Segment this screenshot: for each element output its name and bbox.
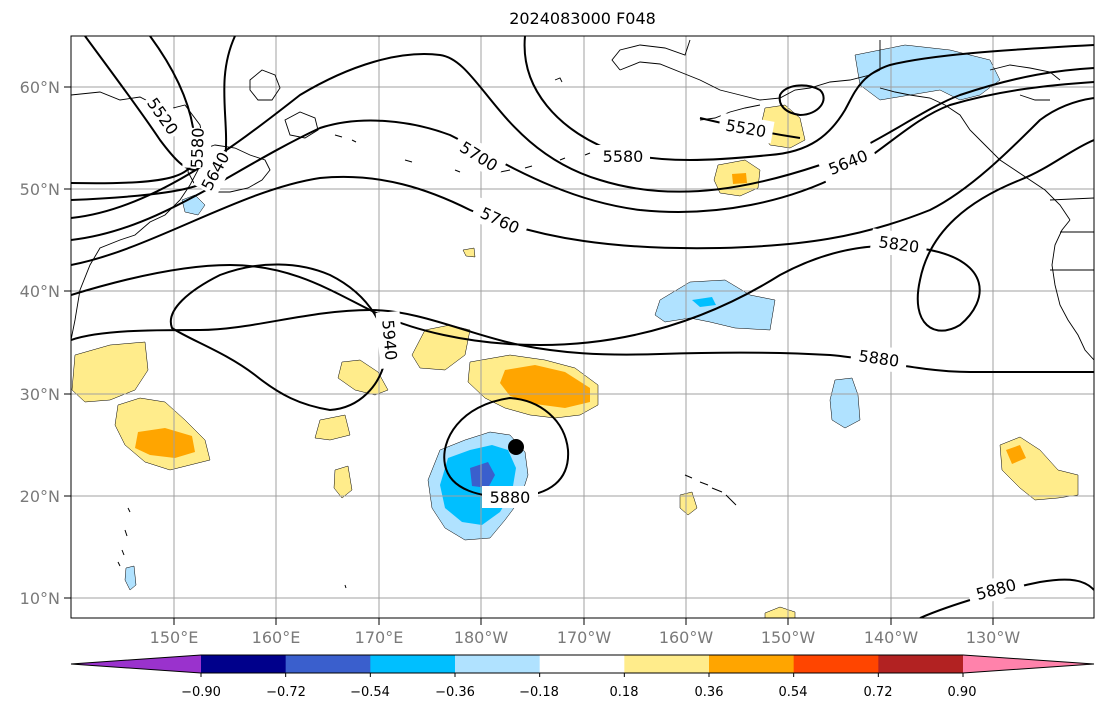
colorbar-segment [370, 655, 456, 673]
contour-5580-east [523, 36, 1094, 161]
colorbar-tick-labels: −0.90 −0.72 −0.54 −0.36 −0.18 0.18 0.36 … [181, 685, 976, 700]
shade-neg-subtropical [829, 377, 861, 429]
shade-neg-west [124, 565, 137, 591]
graticule [71, 36, 1094, 618]
shade-pos-f [462, 247, 476, 258]
colorbar-segment [793, 655, 879, 673]
colorbar-tick-label: −0.90 [181, 685, 221, 700]
colorbar-tick-label: 0.90 [948, 685, 977, 700]
contour-5880-south [919, 578, 1094, 618]
colorbar-tick-label: −0.36 [435, 685, 475, 700]
shade-pos-a [411, 324, 471, 371]
contour-5700 [71, 53, 1094, 219]
shade-pos-east [999, 436, 1079, 501]
contour-5520-loop [778, 84, 825, 117]
colorbar-segment [539, 655, 625, 673]
colorbar-tick-label: 0.54 [779, 685, 808, 700]
shaded-regions [71, 44, 1079, 618]
lon-label: 170°W [557, 628, 612, 647]
lat-label: 20°N [20, 487, 60, 506]
map-title: 2024083000 F048 [509, 9, 656, 28]
colorbar-segment [455, 655, 541, 673]
longitude-labels: 150°E 160°E 170°E 180°W 170°W 160°W 150°… [150, 628, 1021, 647]
lat-label: 10°N [20, 589, 60, 608]
lon-label: 150°W [761, 628, 816, 647]
contour-label: 5520 [724, 116, 767, 142]
lon-label: 170°E [355, 628, 404, 647]
colorbar-segment [201, 655, 287, 673]
storm-center-marker [508, 439, 524, 455]
contour-5580-west [71, 36, 197, 185]
latitude-labels: 60°N 50°N 40°N 30°N 20°N 10°N [20, 78, 60, 608]
shade-pos-west-1 [71, 341, 149, 403]
colorbar-segment [624, 655, 710, 673]
contour-label: 5880 [490, 488, 531, 507]
shade-pos-south [764, 606, 796, 618]
lon-label: 160°W [659, 628, 714, 647]
shade-neg-central-pacific-core [692, 297, 716, 307]
shade-pos-large-core [500, 365, 590, 408]
contour-label: 5580 [603, 147, 644, 166]
colorbar-extend-high [963, 655, 1094, 673]
lat-label: 40°N [20, 282, 60, 301]
shade-neg-kamchatka [181, 194, 206, 216]
colorbar-tick-label: 0.72 [864, 685, 893, 700]
contour-5640-east [71, 81, 1094, 241]
colorbar [70, 654, 1095, 677]
contour-5760 [71, 97, 1094, 266]
lat-label: 60°N [20, 78, 60, 97]
shade-pos-b [337, 359, 389, 396]
shade-pos-e-core [732, 173, 747, 184]
lon-label: 130°W [966, 628, 1021, 647]
lon-label: 180°W [454, 628, 509, 647]
shade-pos-g [679, 491, 698, 516]
colorbar-tick-label: −0.18 [519, 685, 559, 700]
lon-label: 140°W [864, 628, 919, 647]
contour-label: 5580 [187, 127, 207, 168]
lon-label: 160°E [252, 628, 301, 647]
height-contours [71, 36, 1094, 618]
colorbar-tick-label: 0.36 [695, 685, 724, 700]
islands [117, 134, 737, 589]
shade-pos-c [314, 414, 351, 441]
contour-label: 5940 [378, 319, 400, 361]
colorbar-tick-label: −0.54 [350, 685, 390, 700]
lat-label: 30°N [20, 385, 60, 404]
colorbar-segment [285, 655, 371, 673]
colorbar-tick-label: 0.18 [610, 685, 639, 700]
axis-ticks [64, 86, 994, 625]
shade-neg-storm-core [470, 462, 495, 488]
coastlines [71, 39, 1094, 361]
lon-label: 150°E [150, 628, 199, 647]
plot-frame [70, 35, 1095, 619]
shade-pos-east-core [1006, 445, 1026, 464]
colorbar-extend-low [71, 655, 201, 673]
colorbar-segment [709, 655, 795, 673]
contour-labels: 5520 5580 5640 5700 5580 5520 5640 5760 … [139, 89, 1026, 607]
contour-5520-west [84, 36, 196, 171]
contour-5820 [71, 139, 1094, 347]
colorbar-tick-label: −0.72 [266, 685, 306, 700]
lat-label: 50°N [20, 180, 60, 199]
contour-5880-main [71, 308, 1094, 374]
colorbar-segment [878, 655, 964, 673]
shade-pos-west-2-core [135, 428, 195, 458]
shade-pos-d [333, 465, 353, 499]
